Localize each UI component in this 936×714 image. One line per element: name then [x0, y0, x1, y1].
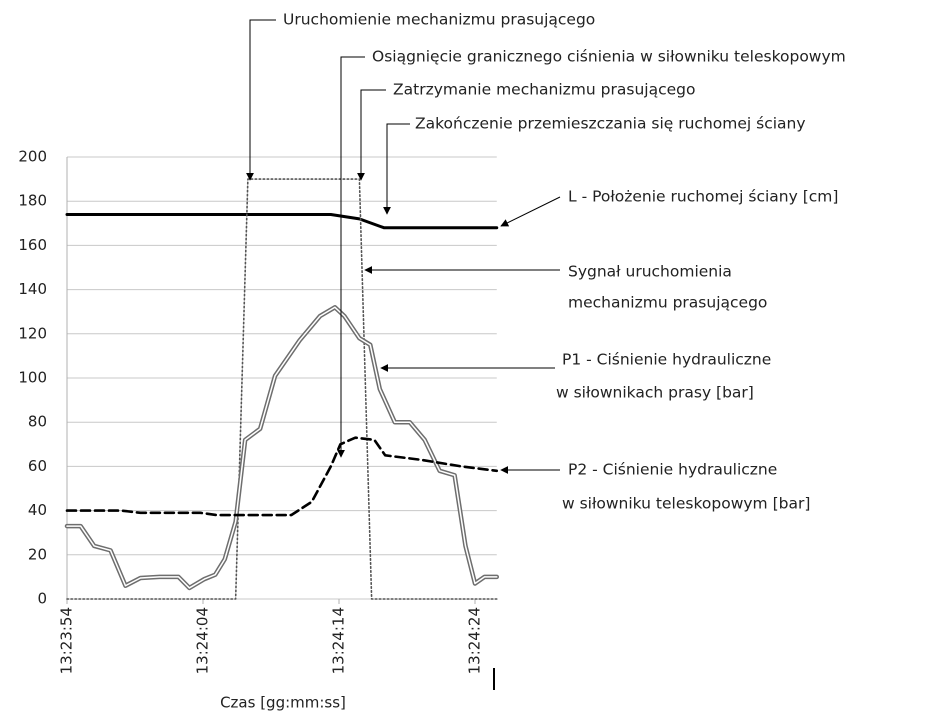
annotation: P1 - Ciśnienie hydrauliczne [562, 351, 771, 369]
annotation: Zakończenie przemieszczania się ruchomej… [415, 115, 806, 133]
y-tick-label: 140 [18, 280, 47, 298]
annotation: Uruchomienie mechanizmu prasującego [283, 11, 595, 29]
leader [246, 19, 276, 181]
x-tick-label: 13:24:04 [194, 607, 212, 674]
leader [357, 89, 386, 181]
y-tick-label: 180 [18, 192, 47, 210]
y-tick-label: 120 [18, 324, 47, 342]
annotation: w siłownikach prasy [bar] [556, 384, 754, 402]
labels: Czas [gg:mm:ss] 0 20 40 60 80 100 120 140 160 180… [18, 11, 845, 712]
annotation: P2 - Ciśnienie hydrauliczne [568, 461, 777, 479]
series-line [66, 178, 498, 600]
y-tick-label: 0 [37, 590, 47, 608]
series-line [65, 436, 499, 517]
y-tick-label: 60 [28, 457, 47, 475]
leader [337, 56, 365, 458]
x-axis-label: Czas [gg:mm:ss] [220, 694, 346, 712]
leader [383, 123, 410, 215]
grid [66, 156, 497, 604]
x-tick-label: 13:23:54 [58, 607, 76, 674]
plot [64, 178, 500, 600]
x-tick-label: 13:24:14 [330, 607, 348, 674]
annotation: mechanizmu prasującego [568, 294, 767, 312]
series-line [64, 305, 500, 591]
annotation: Sygnał uruchomienia [568, 263, 732, 281]
y-tick-label: 80 [28, 413, 47, 431]
annotation: Osiągnięcie granicznego ciśnienia w siło… [372, 48, 846, 66]
leader [500, 196, 561, 227]
x-tick-label: 13:24:24 [466, 607, 484, 674]
series-line [65, 212, 499, 230]
annotation: L - Położenie ruchomej ściany [cm] [568, 188, 838, 206]
y-tick-label: 200 [18, 148, 47, 166]
series-line [66, 306, 498, 589]
y-tick-label: 160 [18, 236, 47, 254]
y-tick-label: 40 [28, 501, 47, 519]
leaders [246, 19, 561, 690]
annotation: w siłowniku teleskopowym [bar] [562, 495, 810, 513]
annotation: Zatrzymanie mechanizmu prasującego [393, 81, 695, 99]
y-tick-label: 100 [18, 369, 47, 387]
y-tick-label: 20 [28, 545, 47, 563]
